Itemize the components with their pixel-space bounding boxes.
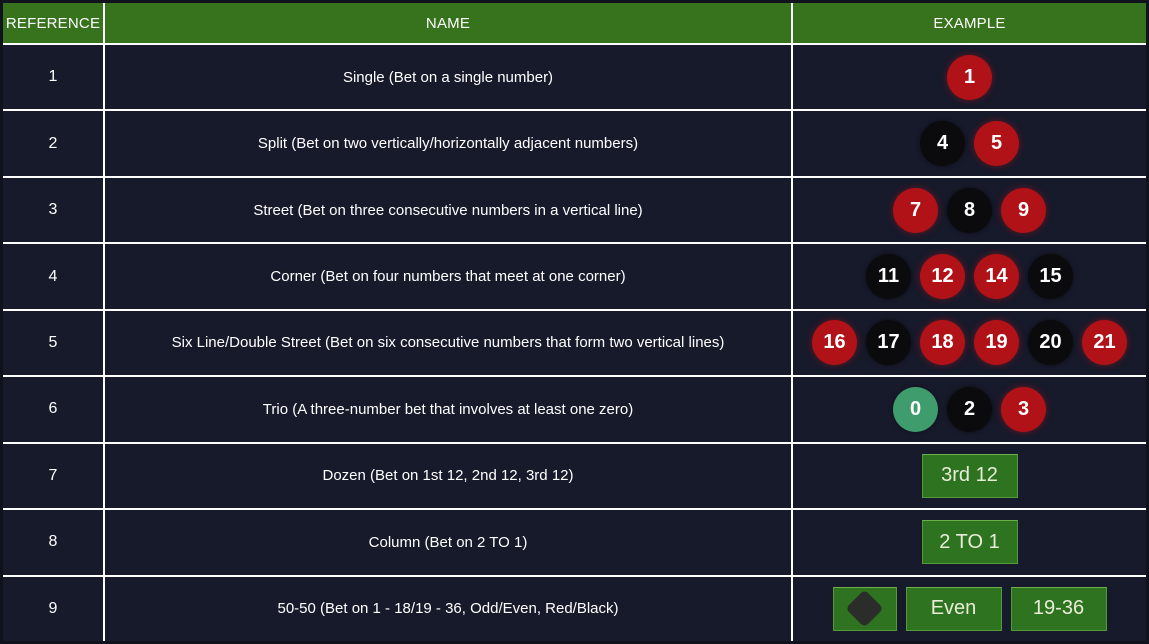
example-cell: 4 5 <box>793 111 1146 176</box>
name-cell: Column (Bet on 2 TO 1) <box>105 510 791 575</box>
roulette-chip: 15 <box>1028 254 1073 300</box>
roulette-chip: 9 <box>1001 187 1046 233</box>
reference-cell: 2 <box>3 111 103 176</box>
name-cell: Corner (Bet on four numbers that meet at… <box>105 244 791 309</box>
name-cell: Single (Bet on a single number) <box>105 45 791 110</box>
example-cell: 3rd 12 <box>793 443 1146 509</box>
example-cell: 7 8 9 <box>793 177 1146 243</box>
roulette-chip: 12 <box>920 254 965 300</box>
roulette-chip: 17 <box>866 320 911 366</box>
name-cell: Trio (A three-number bet that involves a… <box>105 377 791 442</box>
name-cell: 50-50 (Bet on 1 - 18/19 - 36, Odd/Even, … <box>105 576 791 641</box>
roulette-chip: 5 <box>974 121 1019 167</box>
example-cell: 16 17 18 19 20 21 <box>793 310 1146 376</box>
column-header-reference: REFERENCE <box>3 3 103 43</box>
roulette-chip: 19 <box>974 320 1019 366</box>
black-diamond-icon <box>845 589 884 628</box>
roulette-chip: 1 <box>947 54 992 100</box>
name-cell: Six Line/Double Street (Bet on six conse… <box>105 310 791 376</box>
reference-cell: 8 <box>3 510 103 575</box>
roulette-chip: 18 <box>920 320 965 366</box>
dozen-bet-button: 3rd 12 <box>921 453 1018 498</box>
example-cell: 11 12 14 15 <box>793 244 1146 309</box>
name-cell: Dozen (Bet on 1st 12, 2nd 12, 3rd 12) <box>105 443 791 509</box>
roulette-chip: 2 <box>947 386 992 432</box>
example-cell: Even 19-36 <box>793 576 1146 641</box>
reference-cell: 9 <box>3 576 103 641</box>
roulette-chip: 3 <box>1001 386 1046 432</box>
column-header-name: NAME <box>105 3 791 43</box>
roulette-chip: 0 <box>893 386 938 432</box>
example-cell: 2 TO 1 <box>793 510 1146 575</box>
roulette-chip: 4 <box>920 121 965 167</box>
reference-cell: 3 <box>3 177 103 243</box>
roulette-chip: 8 <box>947 187 992 233</box>
range-19-36-bet-button: 19-36 <box>1010 586 1107 631</box>
reference-cell: 4 <box>3 244 103 309</box>
roulette-chip: 11 <box>866 254 911 300</box>
column-header-example: EXAMPLE <box>793 3 1146 43</box>
reference-cell: 1 <box>3 45 103 110</box>
reference-cell: 7 <box>3 443 103 509</box>
name-cell: Split (Bet on two vertically/horizontall… <box>105 111 791 176</box>
column-bet-button: 2 TO 1 <box>921 520 1018 565</box>
even-bet-button: Even <box>905 586 1002 631</box>
reference-cell: 6 <box>3 377 103 442</box>
name-cell: Street (Bet on three consecutive numbers… <box>105 177 791 243</box>
black-bet-button <box>832 586 897 631</box>
roulette-chip: 21 <box>1082 320 1127 366</box>
roulette-chip: 20 <box>1028 320 1073 366</box>
roulette-chip: 16 <box>812 320 857 366</box>
reference-cell: 5 <box>3 310 103 376</box>
example-cell: 0 2 3 <box>793 377 1146 442</box>
example-cell: 1 <box>793 45 1146 110</box>
roulette-chip: 7 <box>893 187 938 233</box>
roulette-chip: 14 <box>974 254 1019 300</box>
